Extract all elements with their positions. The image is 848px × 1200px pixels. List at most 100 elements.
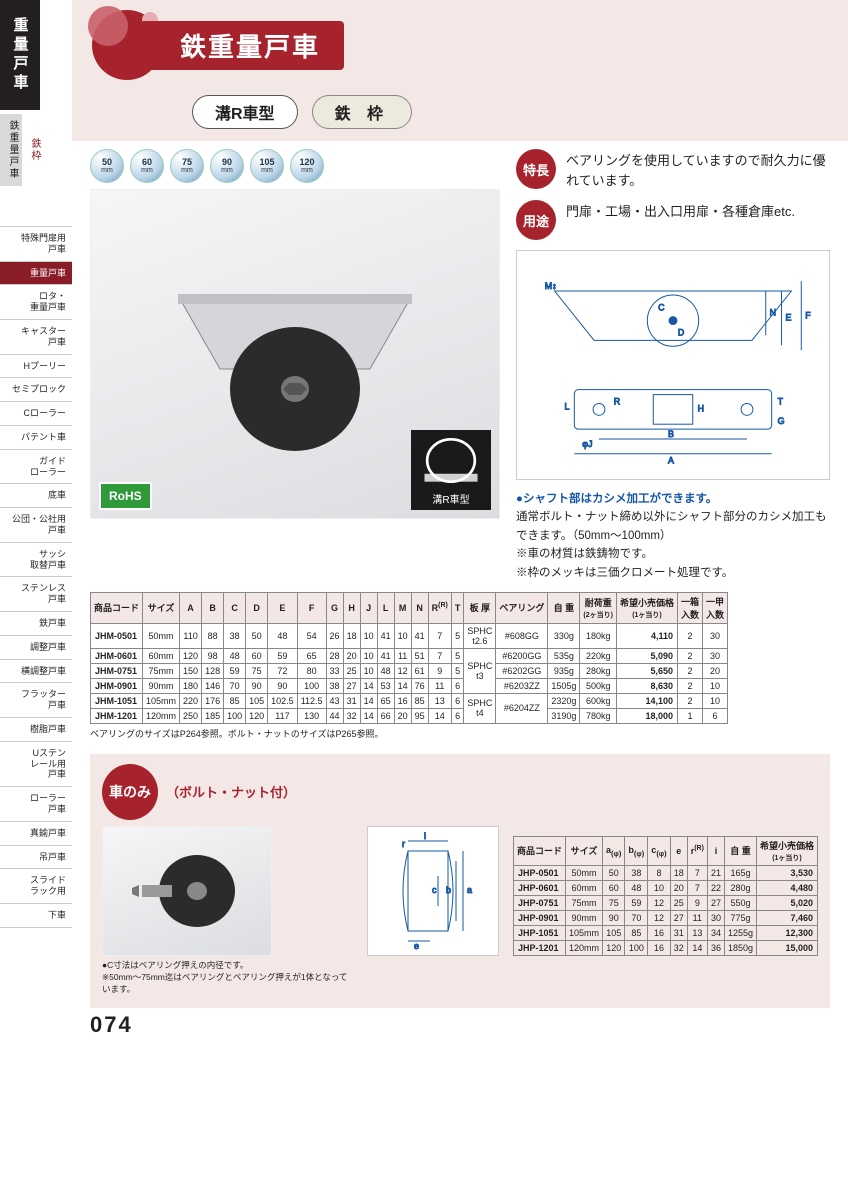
sidebar-item[interactable]: ロタ・重量戸車 xyxy=(0,285,72,320)
th: i xyxy=(707,836,724,865)
sidebar-item[interactable]: フラッター戸車 xyxy=(0,683,72,718)
th: サイズ xyxy=(143,592,180,623)
svg-text:E: E xyxy=(785,313,791,323)
note-blue: ●シャフト部はカシメ加工ができます。 xyxy=(516,490,830,508)
feature-text: ベアリングを使用していますので耐久力に優れています。 xyxy=(566,149,830,190)
size-chip-row: 50mm60mm75mm90mm105mm120mm xyxy=(90,149,500,183)
page-title: 鉄重量戸車 xyxy=(180,32,320,62)
th: H xyxy=(343,592,360,623)
wheel-only-subtitle: （ボルト・ナット付） xyxy=(166,782,296,801)
sidebar-item[interactable]: セミプロック xyxy=(0,378,72,402)
sidebar-item[interactable]: 公団・公社用戸車 xyxy=(0,508,72,543)
sidebar-item[interactable]: パテント車 xyxy=(0,426,72,450)
page-header: 鉄重量戸車 溝R車型 鉄 枠 xyxy=(72,0,848,141)
feature-row: 特長 ベアリングを使用していますので耐久力に優れています。 xyxy=(516,149,830,190)
sidebar-item[interactable]: 真鍮戸車 xyxy=(0,822,72,846)
sidebar-item[interactable]: 重量戸車 xyxy=(0,262,72,286)
th: N xyxy=(411,592,428,623)
note-3: ※枠のメッキは三価クロメート処理です。 xyxy=(516,564,830,582)
th: 板 厚 xyxy=(464,592,496,623)
sidebar-item[interactable]: サッシ取替戸車 xyxy=(0,543,72,578)
sidebar-item[interactable]: 吊戸車 xyxy=(0,846,72,870)
sidebar-item[interactable]: Uステンレール用戸車 xyxy=(0,742,72,787)
sidebar-item[interactable]: スライドラック用 xyxy=(0,869,72,904)
th: 一箱入数 xyxy=(678,592,703,623)
size-chip: 75mm xyxy=(170,149,204,183)
pill-groove-type: 溝R車型 xyxy=(192,95,298,129)
usage-text: 門扉・工場・出入口用扉・各種倉庫etc. xyxy=(566,200,795,222)
table-row: JHM-090190mm1801467090901003827145314761… xyxy=(91,678,728,693)
info-column: 特長 ベアリングを使用していますので耐久力に優れています。 用途 門扉・工場・出… xyxy=(516,149,830,582)
sidebar-item[interactable]: 横調整戸車 xyxy=(0,660,72,684)
sidebar-item[interactable]: Hプーリー xyxy=(0,355,72,379)
size-chip: 90mm xyxy=(210,149,244,183)
th: a(φ) xyxy=(603,836,625,865)
svg-text:e: e xyxy=(414,941,419,951)
svg-text:D: D xyxy=(678,327,684,337)
table-row: JHP-060160mm60481020722280g4,480 xyxy=(514,880,818,895)
th: 自 重 xyxy=(548,592,580,623)
sidebar-item[interactable]: ローラー戸車 xyxy=(0,787,72,822)
svg-text:C: C xyxy=(658,303,665,313)
sidebar-item[interactable]: 下車 xyxy=(0,904,72,928)
sidebar-item[interactable]: 特殊門扉用戸車 xyxy=(0,227,72,262)
th: J xyxy=(360,592,377,623)
page-title-block: 鉄重量戸車 xyxy=(140,21,344,70)
th: 商品コード xyxy=(514,836,566,865)
sidebar-item[interactable]: 調整戸車 xyxy=(0,636,72,660)
th: 自 重 xyxy=(724,836,756,865)
wheel-only-badge: 車のみ xyxy=(102,764,158,820)
svg-text:T: T xyxy=(778,396,784,406)
svg-text:M↕: M↕ xyxy=(545,281,557,291)
th: ベアリング xyxy=(496,592,548,623)
wheel-only-note1: ●C寸法はベアリング押えの内径です。 xyxy=(102,960,353,972)
product-image-column: 50mm60mm75mm90mm105mm120mm RoHS 溝R xyxy=(90,149,500,582)
sidebar-item[interactable]: ステンレス戸車 xyxy=(0,577,72,612)
table-row: JHP-1201120mm120100163214361850g15,000 xyxy=(514,940,818,955)
svg-text:c: c xyxy=(432,885,437,895)
note-1: 通常ボルト・ナット締め以外にシャフト部分のカシメ加工もできます。（50mm～10… xyxy=(516,508,830,545)
th: A xyxy=(180,592,202,623)
th: e xyxy=(670,836,687,865)
side-category-tab: 重量戸車 xyxy=(0,0,40,110)
sidebar-item[interactable]: 底車 xyxy=(0,484,72,508)
spec-table-main: 商品コードサイズABCDEFGHJLMNR(R)T板 厚ベアリング自 重耐荷重(… xyxy=(90,592,728,724)
sidebar-item[interactable]: キャスター戸車 xyxy=(0,320,72,355)
svg-text:b: b xyxy=(446,885,451,895)
th: 希望小売価格(1ヶ当り) xyxy=(616,592,677,623)
sidebar-item[interactable]: ガイドローラー xyxy=(0,450,72,485)
th: G xyxy=(326,592,343,623)
sidebar-item[interactable]: 樹脂戸車 xyxy=(0,718,72,742)
sidebar-item[interactable]: 鉄戸車 xyxy=(0,612,72,636)
svg-text:G: G xyxy=(778,416,785,426)
wheel-only-note2: ※50mm～75mm迄はベアリングとベアリング押えが1体となっています。 xyxy=(102,972,353,996)
svg-text:L: L xyxy=(564,401,569,411)
svg-text:r: r xyxy=(402,839,405,849)
size-chip: 50mm xyxy=(90,149,124,183)
feature-label-icon: 特長 xyxy=(516,149,556,189)
svg-text:N: N xyxy=(770,308,776,318)
svg-text:B: B xyxy=(668,429,674,439)
table-row: JHP-050150mm5038818721165g3,530 xyxy=(514,865,818,880)
table-row: JHM-060160mm120984860596528201041115175S… xyxy=(91,648,728,663)
wheel-only-section: 車のみ （ボルト・ナット付） xyxy=(90,754,830,1008)
th: R(R) xyxy=(428,592,451,623)
th: D xyxy=(246,592,268,623)
table-row: JHP-075175mm75591225927550g5,020 xyxy=(514,895,818,910)
th: M xyxy=(394,592,411,623)
th: b(φ) xyxy=(625,836,648,865)
th: 一甲入数 xyxy=(703,592,728,623)
size-chip: 60mm xyxy=(130,149,164,183)
size-chip: 120mm xyxy=(290,149,324,183)
th: L xyxy=(377,592,394,623)
sidebar-item[interactable]: Cローラー xyxy=(0,402,72,426)
th: C xyxy=(224,592,246,623)
th: 希望小売価格(1ヶ当り) xyxy=(756,836,817,865)
size-chip: 105mm xyxy=(250,149,284,183)
side-nav-list: 特殊門扉用戸車重量戸車ロタ・重量戸車キャスター戸車HプーリーセミプロックCローラ… xyxy=(0,226,72,928)
side-cat-right: 鉄枠 xyxy=(22,114,44,186)
page-number: 074 xyxy=(72,1008,848,1044)
wheel-only-diagram: a b c i r e xyxy=(367,826,499,956)
table-row: JHP-090190mm907012271130775g7,460 xyxy=(514,910,818,925)
note-2: ※車の材質は鉄鋳物です。 xyxy=(516,545,830,563)
